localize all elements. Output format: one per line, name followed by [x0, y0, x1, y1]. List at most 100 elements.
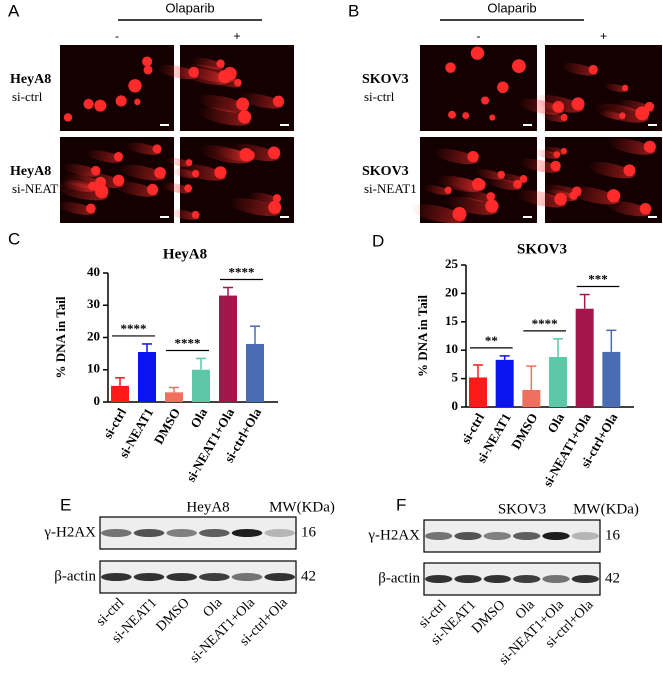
comet-head [184, 184, 193, 193]
comet-tail [605, 200, 651, 217]
protein-label: γ-H2AX [367, 527, 420, 543]
comet-head [142, 56, 153, 67]
comet-head [550, 160, 561, 172]
comet-head [128, 79, 142, 93]
scale-bar [160, 124, 169, 126]
comet-tail [474, 169, 505, 180]
panel-letter: D [372, 231, 384, 250]
significance-label: ** [485, 333, 498, 348]
group-label: si-ctrl [364, 89, 395, 104]
x-tick-label: DMSO [508, 410, 540, 451]
blot-band [513, 532, 541, 540]
comet-tail [593, 103, 649, 123]
comet-head [188, 66, 199, 78]
mw-label: 42 [301, 568, 316, 584]
comet-tail [445, 196, 498, 215]
comet-tail [616, 100, 654, 113]
blot-frame [99, 560, 297, 594]
comet-head [621, 84, 629, 92]
chart-title: HeyA8 [163, 246, 207, 262]
error-bar [250, 325, 260, 344]
comet-head [237, 110, 252, 124]
comet-tail [211, 77, 242, 88]
comet-head [267, 146, 281, 160]
comet-tail [119, 164, 166, 181]
comet-head [588, 64, 598, 75]
comet-tail [160, 182, 192, 194]
y-tick-label: 15 [445, 313, 459, 328]
chart-title: SKOV3 [517, 241, 567, 257]
blot-band [542, 532, 570, 540]
comet-tail [165, 157, 192, 167]
comet-tail [57, 201, 96, 215]
comet-tail [560, 62, 598, 76]
blot-band [264, 573, 295, 581]
bar [246, 343, 264, 402]
comet-tail [410, 204, 466, 224]
comet-tail [198, 107, 251, 126]
comet-head [481, 96, 490, 105]
y-tick-label: 20 [445, 284, 458, 299]
x-tick-label: Ola [187, 405, 210, 430]
blot-band [571, 575, 599, 583]
protein-label: γ-H2AX [43, 524, 96, 540]
y-tick-label: 0 [452, 398, 459, 413]
condition-label: - [477, 29, 481, 43]
bar [602, 351, 621, 407]
comet-tail [157, 64, 199, 80]
y-tick-label: 40 [87, 264, 100, 279]
comet-head [143, 65, 153, 75]
lane-label: Ola [201, 595, 226, 620]
comet-tail [125, 142, 161, 155]
comet-head [185, 159, 193, 166]
treatment-label: Olaparib [487, 0, 536, 15]
significance-label: **** [175, 335, 201, 350]
blot-band [454, 575, 482, 583]
comet-head [497, 81, 509, 94]
comet-head [86, 203, 96, 214]
comet-head [489, 114, 496, 121]
blot-band [231, 573, 263, 581]
cell-line-label: SKOV3 [362, 164, 409, 179]
bar [522, 389, 541, 407]
error-bar [579, 293, 590, 309]
bar [165, 392, 183, 402]
error-bar [223, 286, 233, 296]
y-tick-label: 10 [87, 361, 100, 376]
panel-letter: C [8, 229, 20, 248]
error-bar [499, 355, 510, 360]
comet-head [554, 192, 567, 206]
comet-head [519, 174, 528, 183]
image-bg [60, 45, 174, 131]
cell-line-label: SKOV3 [362, 72, 409, 87]
error-bar [526, 365, 537, 390]
y-tick-label: 0 [94, 393, 101, 408]
comet-tail [517, 98, 564, 115]
blot-band [231, 529, 263, 537]
treatment-label: Olaparib [165, 0, 214, 15]
y-axis-label: % DNA in Tail [53, 296, 68, 378]
comet-head [512, 59, 526, 74]
comet-image [60, 45, 174, 131]
comet-head [560, 113, 568, 121]
comet-head [467, 150, 479, 163]
bar [469, 377, 487, 407]
comet-head [470, 46, 485, 60]
lane-label: DMSO [154, 595, 193, 634]
comet-tail [230, 144, 280, 162]
comet-head [112, 174, 125, 187]
scale-bar [648, 124, 657, 126]
comet-tail [567, 186, 620, 205]
lane-label: DMSO [469, 597, 508, 636]
scale-bar [523, 216, 532, 218]
comet-head [272, 194, 282, 203]
significance-label: **** [229, 264, 255, 279]
blot-band [199, 573, 230, 581]
group-label: si-NEAT1 [364, 181, 417, 196]
comet-image [516, 137, 662, 223]
comet-head [191, 210, 200, 219]
comet-tail [86, 150, 123, 163]
comet-tail [168, 209, 199, 220]
bar [138, 352, 156, 402]
error-bar [115, 377, 125, 386]
